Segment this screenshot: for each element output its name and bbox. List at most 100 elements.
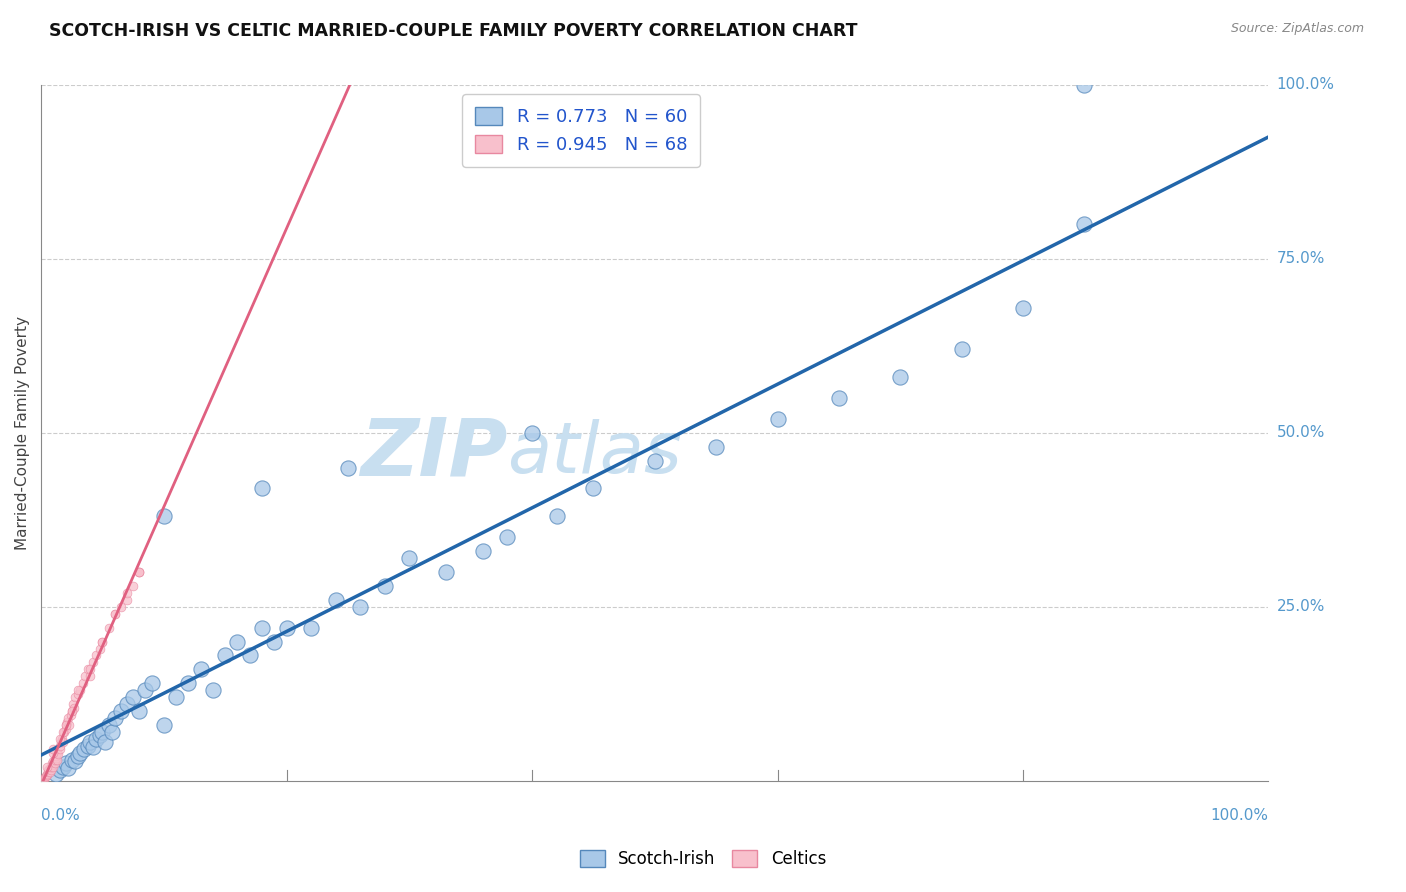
Point	[766, 412, 789, 426]
Point	[128, 704, 150, 718]
Point	[141, 676, 163, 690]
Point	[45, 766, 67, 780]
Y-axis label: Married-Couple Family Poverty: Married-Couple Family Poverty	[15, 316, 30, 549]
Point	[55, 722, 77, 736]
Point	[59, 707, 82, 722]
Point	[336, 460, 359, 475]
Point	[101, 725, 124, 739]
Point	[37, 768, 59, 782]
Point	[38, 761, 60, 775]
Point	[1012, 301, 1035, 315]
Legend: Scotch-Irish, Celtics: Scotch-Irish, Celtics	[574, 843, 832, 875]
Legend: R = 0.773   N = 60, R = 0.945   N = 68: R = 0.773 N = 60, R = 0.945 N = 68	[463, 94, 700, 167]
Point	[55, 756, 77, 771]
Point	[48, 764, 70, 778]
Text: 75.0%: 75.0%	[1277, 252, 1324, 267]
Point	[38, 764, 60, 779]
Point	[276, 621, 298, 635]
Point	[828, 391, 851, 405]
Point	[86, 648, 108, 663]
Text: 25.0%: 25.0%	[1277, 599, 1324, 615]
Point	[65, 690, 87, 705]
Point	[165, 690, 187, 705]
Point	[644, 453, 666, 467]
Point	[42, 742, 65, 756]
Point	[46, 746, 69, 760]
Point	[434, 565, 457, 579]
Point	[104, 607, 127, 621]
Point	[94, 735, 117, 749]
Point	[97, 621, 120, 635]
Point	[65, 754, 87, 768]
Point	[79, 669, 101, 683]
Point	[46, 747, 69, 762]
Text: 50.0%: 50.0%	[1277, 425, 1324, 441]
Point	[76, 739, 98, 753]
Point	[56, 761, 79, 775]
Point	[97, 718, 120, 732]
Point	[79, 662, 101, 676]
Point	[325, 592, 347, 607]
Point	[115, 592, 138, 607]
Point	[35, 769, 58, 783]
Point	[582, 482, 605, 496]
Point	[37, 766, 59, 780]
Point	[32, 772, 55, 786]
Point	[201, 683, 224, 698]
Point	[56, 711, 79, 725]
Point	[44, 753, 66, 767]
Point	[86, 731, 108, 746]
Point	[110, 599, 132, 614]
Point	[134, 683, 156, 698]
Point	[66, 687, 89, 701]
Point	[55, 718, 77, 732]
Point	[45, 751, 67, 765]
Point	[66, 749, 89, 764]
Point	[263, 634, 285, 648]
Point	[41, 756, 63, 771]
Text: 100.0%: 100.0%	[1277, 78, 1334, 93]
Point	[82, 656, 104, 670]
Point	[42, 754, 65, 768]
Point	[34, 770, 56, 784]
Point	[79, 735, 101, 749]
Point	[41, 758, 63, 772]
Point	[39, 760, 62, 774]
Point	[48, 739, 70, 753]
Point	[53, 725, 76, 739]
Point	[52, 725, 75, 739]
Point	[58, 718, 80, 732]
Point	[48, 742, 70, 756]
Point	[46, 753, 69, 767]
Text: ZIP: ZIP	[360, 415, 508, 492]
Point	[73, 742, 96, 756]
Point	[520, 425, 543, 440]
Point	[42, 746, 65, 760]
Text: Source: ZipAtlas.com: Source: ZipAtlas.com	[1230, 22, 1364, 36]
Point	[190, 662, 212, 676]
Point	[55, 718, 77, 732]
Text: SCOTCH-IRISH VS CELTIC MARRIED-COUPLE FAMILY POVERTY CORRELATION CHART: SCOTCH-IRISH VS CELTIC MARRIED-COUPLE FA…	[49, 22, 858, 40]
Point	[91, 634, 114, 648]
Point	[39, 764, 62, 778]
Point	[89, 641, 111, 656]
Point	[45, 749, 67, 764]
Point	[374, 579, 396, 593]
Point	[239, 648, 262, 663]
Point	[177, 676, 200, 690]
Point	[76, 662, 98, 676]
Point	[49, 735, 72, 749]
Point	[63, 700, 86, 714]
Point	[37, 760, 59, 774]
Point	[48, 731, 70, 746]
Point	[69, 746, 91, 760]
Point	[66, 683, 89, 698]
Point	[75, 669, 97, 683]
Text: atlas: atlas	[508, 419, 682, 488]
Point	[214, 648, 236, 663]
Point	[1073, 217, 1095, 231]
Point	[37, 764, 59, 778]
Point	[496, 530, 519, 544]
Point	[226, 634, 249, 648]
Point	[72, 676, 94, 690]
